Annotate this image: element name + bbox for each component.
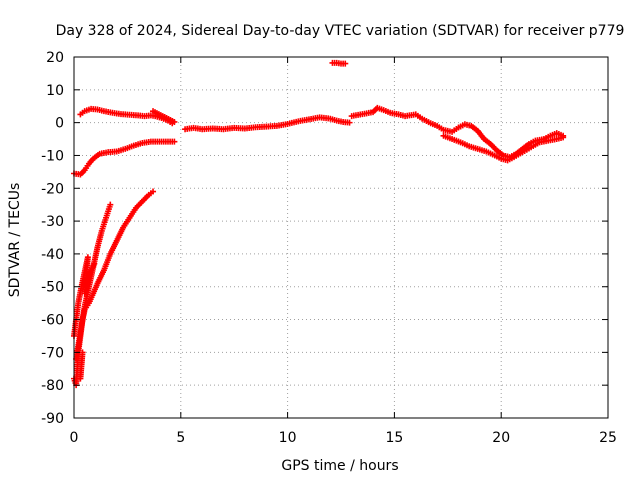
x-tick-label: 25: [599, 430, 617, 446]
y-tick-label: -60: [41, 313, 64, 329]
x-tick-label: 20: [492, 430, 510, 446]
series-afternoon-band: [348, 104, 567, 161]
data-point: [171, 138, 178, 145]
y-tick-label: -70: [41, 345, 64, 361]
series-drop-steep: [73, 201, 114, 362]
x-axis-label: GPS time / hours: [281, 458, 398, 474]
series-spike: [329, 59, 349, 67]
series-afternoon-lower: [440, 132, 567, 164]
y-axis-label: SDTVAR / TECUs: [7, 183, 23, 298]
data-point: [150, 188, 157, 195]
data-point: [342, 60, 349, 67]
y-tick-label: -30: [41, 214, 64, 230]
y-tick-label: -10: [41, 148, 64, 164]
series-upper-band: [77, 105, 178, 127]
y-tick-label: -40: [41, 247, 64, 263]
data-point: [107, 201, 114, 208]
x-tick-label: 10: [279, 430, 297, 446]
y-tick-label: 10: [46, 83, 64, 99]
data-point: [91, 260, 98, 267]
y-tick-label: 0: [55, 116, 64, 132]
x-tick-label: 5: [176, 430, 185, 446]
data-point: [560, 134, 567, 141]
axis-ticks: -90 -80 -70 -60 -50 -40 -30 -20 -10 0 10 20 0 5 10 15 20…: [41, 50, 617, 446]
series-middle-segment: [182, 114, 353, 133]
y-tick-label: -50: [41, 280, 64, 296]
x-tick-label: 0: [70, 430, 79, 446]
chart-title: Day 328 of 2024, Sidereal Day-to-day VTE…: [56, 23, 625, 39]
y-tick-label: -20: [41, 181, 64, 197]
y-tick-label: -90: [41, 411, 64, 427]
data-point: [79, 349, 86, 356]
data-points: [71, 59, 567, 389]
data-point: [346, 119, 353, 126]
data-point: [150, 108, 157, 115]
x-tick-label: 15: [385, 430, 403, 446]
plot-frame: [73, 56, 609, 419]
y-tick-label: 20: [46, 50, 64, 66]
series-mid-band: [71, 138, 178, 178]
y-tick-label: -80: [41, 378, 64, 394]
